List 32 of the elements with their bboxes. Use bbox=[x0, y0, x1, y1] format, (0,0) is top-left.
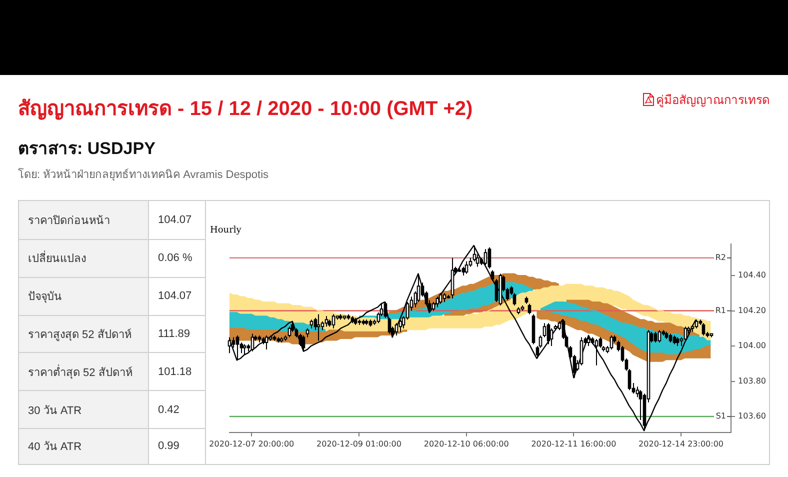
category-label: ราคาสูงสุด 52 สัปดาห์ bbox=[28, 328, 132, 343]
text: คู่มือสัญญาณการเทรด bbox=[656, 92, 770, 109]
y-tick-label: 104.40 bbox=[738, 270, 766, 280]
text: 0.42 bbox=[158, 404, 180, 416]
x-tick-label: 2020-12-10 06:00:00 bbox=[424, 439, 509, 448]
ref-line-label: R2 bbox=[715, 252, 726, 262]
text: ตราสาร: USDJPY bbox=[18, 138, 156, 160]
category-label: เปลี่ยนแปลง bbox=[28, 250, 86, 268]
text: 101.18 bbox=[158, 366, 192, 378]
ref-line-label: R1 bbox=[715, 306, 726, 315]
category-label: 30 วัน ATR bbox=[28, 404, 82, 419]
text: 104.07 bbox=[158, 214, 192, 226]
category-label: ปัจจุบัน bbox=[28, 290, 62, 306]
y-tick-label: 103.60 bbox=[738, 412, 766, 421]
chart-title: Hourly bbox=[210, 226, 242, 236]
x-tick-label: 2020-12-07 20:00:00 bbox=[209, 439, 294, 448]
text: โดย: หัวหน้าฝ่ายกลยุทธ์ทางเทคนิค Avramis Despotis bbox=[18, 167, 269, 183]
x-tick-label: 2020-12-14 23:00:00 bbox=[638, 439, 724, 448]
category-label: 40 วัน ATR bbox=[28, 440, 82, 456]
category-label: ราคาต่ำสุด 52 สัปดาห์ bbox=[28, 364, 132, 381]
x-tick-label: 2020-12-11 16:00:00 bbox=[531, 439, 616, 448]
y-tick-label: 104.00 bbox=[738, 341, 766, 350]
text: 104.07 bbox=[158, 290, 192, 302]
x-tick-label: 2020-12-09 01:00:00 bbox=[316, 439, 402, 448]
category-label: ราคาปิดก่อนหน้า bbox=[28, 214, 110, 229]
text: สัญญาณการเทรด - 15 / 12 / 2020 - 10:00 (GMT +2) bbox=[18, 97, 473, 122]
text: 0.06 % bbox=[158, 252, 192, 264]
y-tick-label: 104.20 bbox=[738, 306, 766, 315]
text: 0.99 bbox=[158, 440, 180, 452]
text: 111.89 bbox=[158, 328, 190, 340]
ref-line-label: S1 bbox=[716, 412, 726, 421]
y-tick-label: 103.80 bbox=[738, 376, 766, 386]
